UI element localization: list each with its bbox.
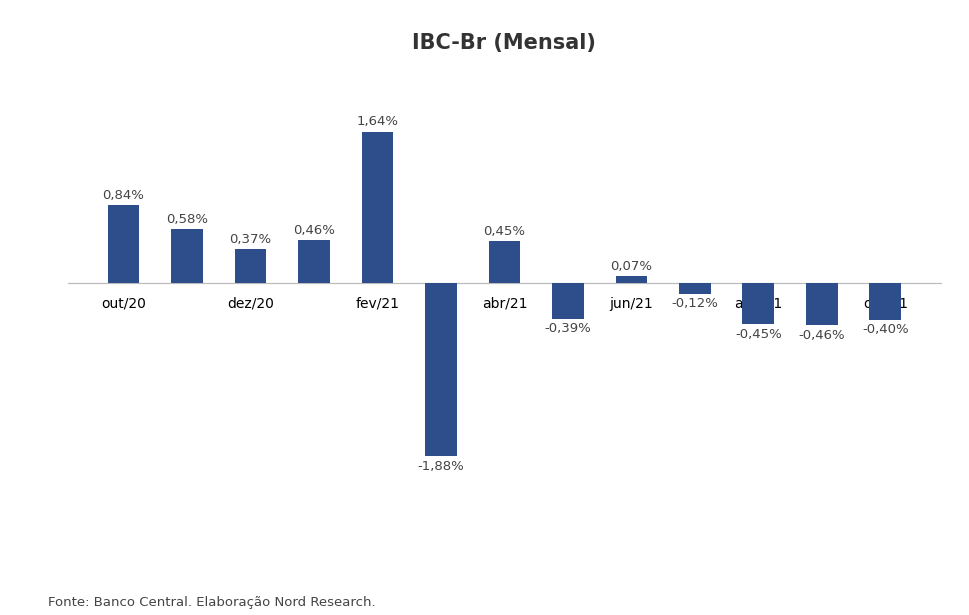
Bar [361, 132, 392, 283]
Text: -0,40%: -0,40% [861, 323, 908, 336]
Bar [615, 277, 646, 283]
Bar [488, 242, 519, 283]
Text: -1,88%: -1,88% [417, 459, 464, 472]
Text: 0,45%: 0,45% [483, 225, 525, 238]
Bar [805, 283, 837, 325]
Text: -0,46%: -0,46% [797, 328, 844, 341]
Bar [234, 249, 266, 283]
Text: 0,58%: 0,58% [166, 213, 207, 226]
Bar [424, 283, 456, 456]
Text: -0,39%: -0,39% [544, 322, 591, 335]
Bar [108, 205, 140, 283]
Bar [171, 229, 203, 283]
Text: Fonte: Banco Central. Elaboração Nord Research.: Fonte: Banco Central. Elaboração Nord Re… [48, 596, 376, 609]
Text: 0,84%: 0,84% [103, 189, 144, 202]
Bar [741, 283, 773, 325]
Text: 0,46%: 0,46% [293, 224, 334, 237]
Text: -0,45%: -0,45% [735, 328, 781, 341]
Text: 0,37%: 0,37% [229, 232, 271, 245]
Bar [678, 283, 710, 294]
Text: -0,12%: -0,12% [671, 297, 718, 310]
Text: 0,07%: 0,07% [610, 260, 652, 273]
Bar [868, 283, 900, 320]
Text: 1,64%: 1,64% [356, 116, 398, 129]
Title: IBC-Br (Mensal): IBC-Br (Mensal) [412, 33, 596, 54]
Bar [551, 283, 583, 319]
Bar [297, 240, 329, 283]
